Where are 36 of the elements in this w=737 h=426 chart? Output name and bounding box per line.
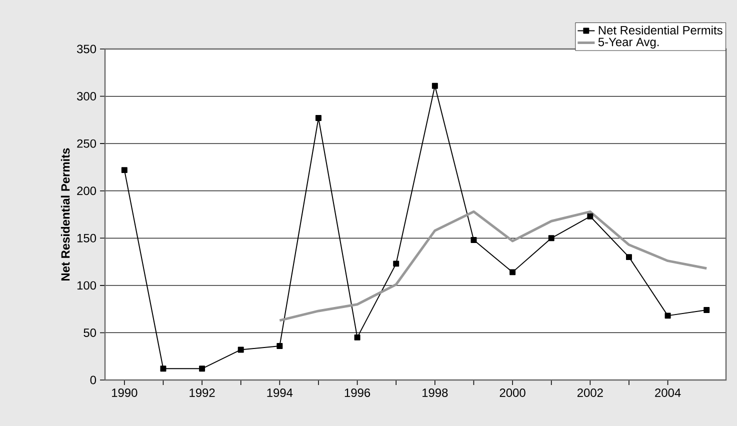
point	[393, 260, 400, 267]
y-axis-title: Net Residential Permits	[60, 148, 70, 280]
x-tick-label: 1992	[190, 388, 215, 397]
y-tick-label: 150	[77, 234, 96, 242]
point	[315, 115, 322, 122]
point	[587, 213, 594, 220]
y-tick-label: 200	[77, 186, 96, 196]
x-tick-label: 1998	[422, 388, 448, 397]
x-tick-label: 1994	[267, 388, 293, 397]
point	[354, 334, 360, 340]
point	[626, 254, 632, 260]
legend-label: Net Residential Permits	[598, 26, 722, 34]
point	[432, 82, 438, 89]
point	[704, 307, 710, 314]
point	[121, 167, 128, 174]
y-tick-label: 0	[90, 376, 96, 384]
line-series	[278, 210, 708, 322]
x-tick-label: 1996	[344, 388, 370, 397]
legend-label: 5-Year Avg.	[598, 38, 659, 49]
y-tick-label: 50	[84, 328, 96, 337]
point	[548, 235, 554, 242]
y-tick-label: 350	[77, 44, 96, 54]
x-tick-label: 1990	[112, 388, 138, 397]
x-tick-label: 2004	[655, 388, 681, 397]
point	[238, 346, 244, 353]
point	[160, 366, 166, 372]
point	[664, 312, 671, 319]
point	[470, 237, 477, 244]
point	[276, 342, 283, 349]
x-tick-label: 2002	[577, 388, 603, 397]
y-tick-label: 250	[77, 139, 96, 148]
point	[510, 269, 516, 276]
point	[199, 366, 206, 372]
y-tick-label: 300	[77, 92, 96, 101]
y-tick-label: 100	[77, 281, 96, 290]
x-tick-label: 2000	[500, 388, 526, 397]
